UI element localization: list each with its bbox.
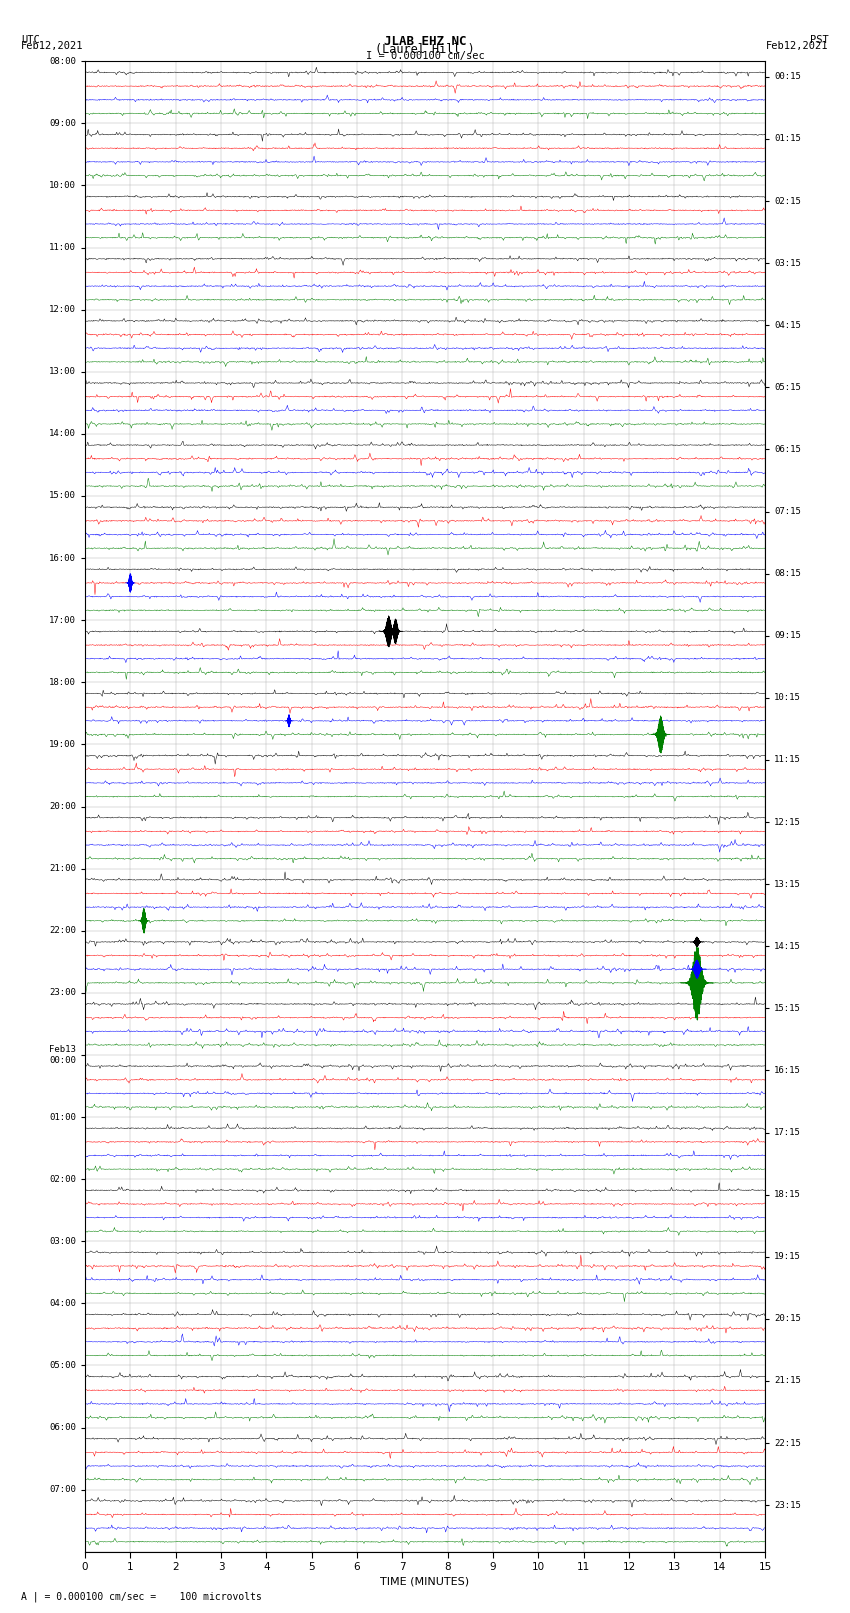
Text: I = 0.000100 cm/sec: I = 0.000100 cm/sec (366, 50, 484, 61)
Text: A | = 0.000100 cm/sec =    100 microvolts: A | = 0.000100 cm/sec = 100 microvolts (21, 1590, 262, 1602)
Text: JLAB EHZ NC: JLAB EHZ NC (383, 35, 467, 48)
Text: (Laurel Hill ): (Laurel Hill ) (375, 44, 475, 56)
Text: Feb12,2021: Feb12,2021 (21, 40, 84, 52)
Text: Feb12,2021: Feb12,2021 (766, 40, 829, 52)
Text: UTC: UTC (21, 35, 40, 45)
Text: PST: PST (810, 35, 829, 45)
X-axis label: TIME (MINUTES): TIME (MINUTES) (381, 1576, 469, 1586)
